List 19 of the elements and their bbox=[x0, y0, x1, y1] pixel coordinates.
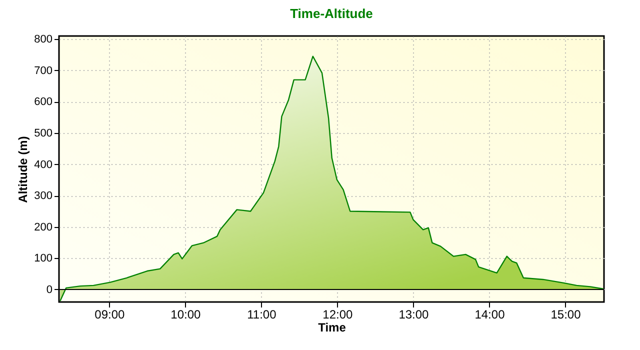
x-tick-label: 13:00 bbox=[398, 308, 430, 322]
y-axis-title: Altitude (m) bbox=[16, 136, 30, 203]
x-tick-label: 10:00 bbox=[170, 308, 202, 322]
y-tick-label: 800 bbox=[34, 34, 52, 46]
y-tick-label: 0 bbox=[46, 284, 52, 296]
chart-title: Time-Altitude bbox=[290, 6, 373, 22]
y-tick-label: 200 bbox=[34, 221, 52, 234]
y-tick-label: 600 bbox=[34, 96, 52, 108]
y-tick-label: 500 bbox=[34, 128, 52, 140]
x-tick-label: 11:00 bbox=[247, 308, 277, 322]
y-tick-label: 400 bbox=[34, 158, 52, 171]
x-tick-label: 14:00 bbox=[474, 308, 506, 322]
y-tick-label: 300 bbox=[34, 190, 52, 202]
y-tick-label: 700 bbox=[34, 64, 52, 77]
x-tick-label: 15:00 bbox=[550, 308, 582, 322]
x-axis-title: Time bbox=[318, 320, 346, 334]
x-tick-label: 12:00 bbox=[322, 308, 354, 322]
y-tick-label: 100 bbox=[34, 252, 52, 265]
x-tick-label: 09:00 bbox=[94, 308, 126, 322]
